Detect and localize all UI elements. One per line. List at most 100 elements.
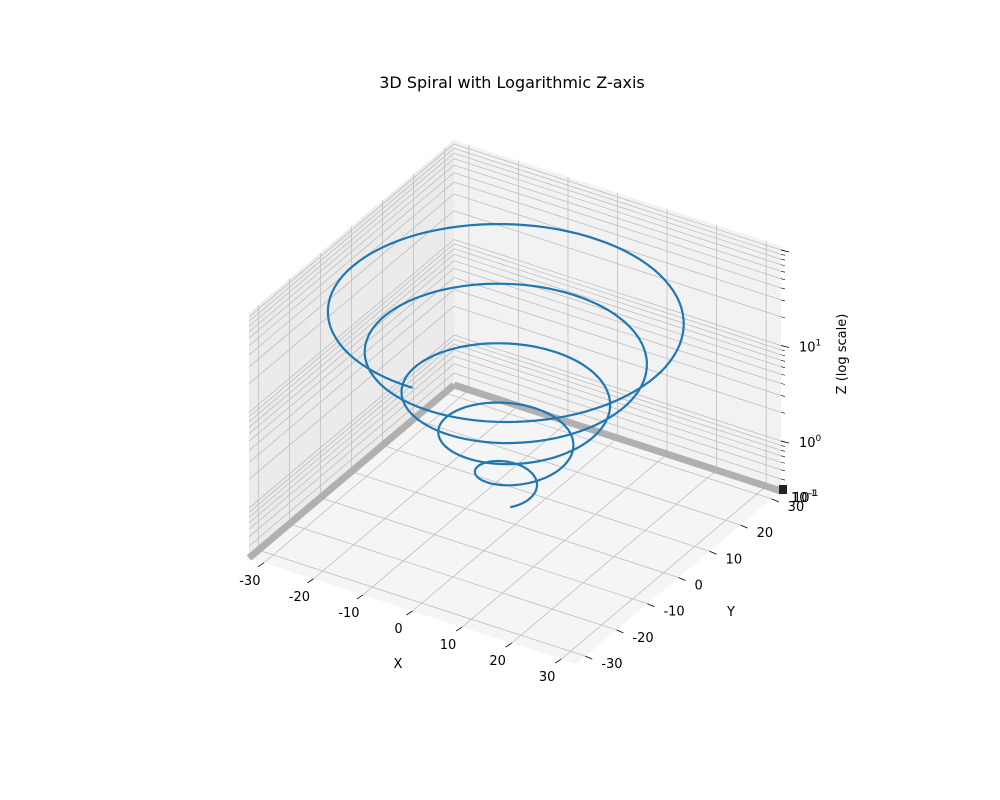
side-grid-z (248, 260, 455, 435)
chart-grid (246, 143, 783, 660)
z-minor-tick (780, 445, 786, 447)
side-grid-z (248, 372, 455, 547)
z-minor-tick (780, 258, 786, 261)
z-minor-tick (780, 270, 786, 273)
back-grid-z (453, 260, 782, 368)
z-tick-label: 100 (799, 434, 822, 451)
side-grid-z (248, 363, 455, 538)
z-minor-tick (780, 395, 786, 397)
side-grid-z (248, 349, 455, 524)
back-grid-z (453, 363, 782, 471)
side-grid-z (248, 193, 455, 368)
x-tick (307, 578, 314, 584)
x-tick (257, 562, 265, 568)
back-grid-z (453, 349, 782, 457)
z-tick-label-overlap: 10-1 (793, 489, 819, 506)
back-grid-z (453, 277, 782, 384)
y-tick-label: 0 (695, 579, 703, 594)
back-grid-z (453, 143, 782, 251)
x-tick-label: -30 (239, 574, 260, 589)
chart-series (326, 223, 685, 509)
x-tick (455, 626, 463, 632)
side-grid-z (248, 339, 455, 513)
back-grid-z (453, 152, 782, 260)
side-floor-edge (246, 382, 457, 561)
x-axis-label: X (394, 657, 403, 672)
floor-grid-y (444, 392, 772, 500)
z-minor-tick (780, 373, 786, 376)
side-grid-z (248, 289, 455, 463)
x-tick (356, 594, 364, 600)
x-tick-label: 0 (394, 622, 402, 637)
side-grid-z (248, 343, 455, 518)
y-tick (647, 603, 655, 608)
floor-grid-y (413, 418, 741, 526)
back-grid-z (453, 239, 782, 346)
x-tick-label: 10 (440, 638, 457, 653)
y-tick (709, 550, 717, 555)
chart-ticks: -30-20-1001020303020100-10-20-3010010110… (239, 249, 822, 685)
z-minor-tick (780, 461, 786, 464)
side-grid-z (248, 248, 455, 423)
back-grid-z (453, 305, 782, 413)
side-grid-z (248, 172, 455, 347)
z-axis-cluster-mark (779, 485, 787, 494)
z-minor-tick (780, 316, 786, 319)
back-grid-z (453, 267, 782, 375)
x-tick (406, 610, 413, 616)
z-minor-tick (780, 354, 786, 357)
z-minor-tick (780, 366, 786, 368)
x-tick-label: -20 (289, 590, 310, 605)
side-grid-z (248, 143, 455, 318)
y-tick (616, 629, 624, 634)
z-minor-tick (780, 450, 786, 452)
back-grid-z (453, 210, 782, 318)
y-axis-label: Y (726, 605, 735, 620)
back-grid-z (453, 172, 782, 280)
z-minor-tick (780, 411, 786, 414)
side-grid-z (248, 148, 455, 322)
z-axis-label: Z (log scale) (835, 314, 850, 395)
back-grid-z (453, 355, 782, 463)
y-tick-label: 10 (726, 552, 743, 567)
back-grid-z (453, 147, 782, 255)
side-grid-z (248, 305, 455, 480)
y-tick (771, 498, 779, 503)
z-minor-tick (780, 349, 786, 352)
side-grid-z (248, 152, 455, 327)
z-minor-tick (780, 345, 786, 347)
y-tick (585, 655, 593, 660)
z-minor-tick (780, 278, 786, 281)
back-grid-z (453, 372, 782, 480)
spiral-line (326, 223, 685, 509)
back-grid-z (453, 243, 782, 351)
z-minor-tick (780, 249, 786, 252)
z-minor-tick (780, 287, 786, 290)
side-grid-z (248, 277, 455, 451)
z-minor-tick (780, 455, 786, 458)
back-grid-z (453, 334, 782, 442)
z-minor-tick (780, 478, 786, 481)
x-tick (505, 642, 512, 648)
z-minor-tick (780, 264, 786, 267)
x-tick-label: 20 (489, 654, 506, 669)
chart-title: 3D Spiral with Logarithmic Z-axis (379, 73, 645, 92)
floor-grid-y (320, 497, 648, 605)
back-grid-z (453, 343, 782, 451)
floor-grid-y (289, 523, 617, 631)
side-grid-z (248, 164, 455, 339)
floor-grid-y (258, 549, 586, 657)
y-tick-label: -10 (663, 605, 684, 620)
z-minor-tick (780, 299, 786, 302)
back-grid-z (453, 181, 782, 289)
side-grid-z (248, 158, 455, 333)
back-grid-z (453, 158, 782, 266)
back-grid-z (453, 339, 782, 446)
y-tick-label: -30 (601, 657, 622, 672)
z-tick-label: 101 (799, 338, 821, 355)
y-tick-label: -20 (632, 631, 653, 646)
side-grid-z (248, 253, 455, 428)
z-minor-tick (780, 469, 786, 472)
z-minor-tick (780, 383, 786, 385)
